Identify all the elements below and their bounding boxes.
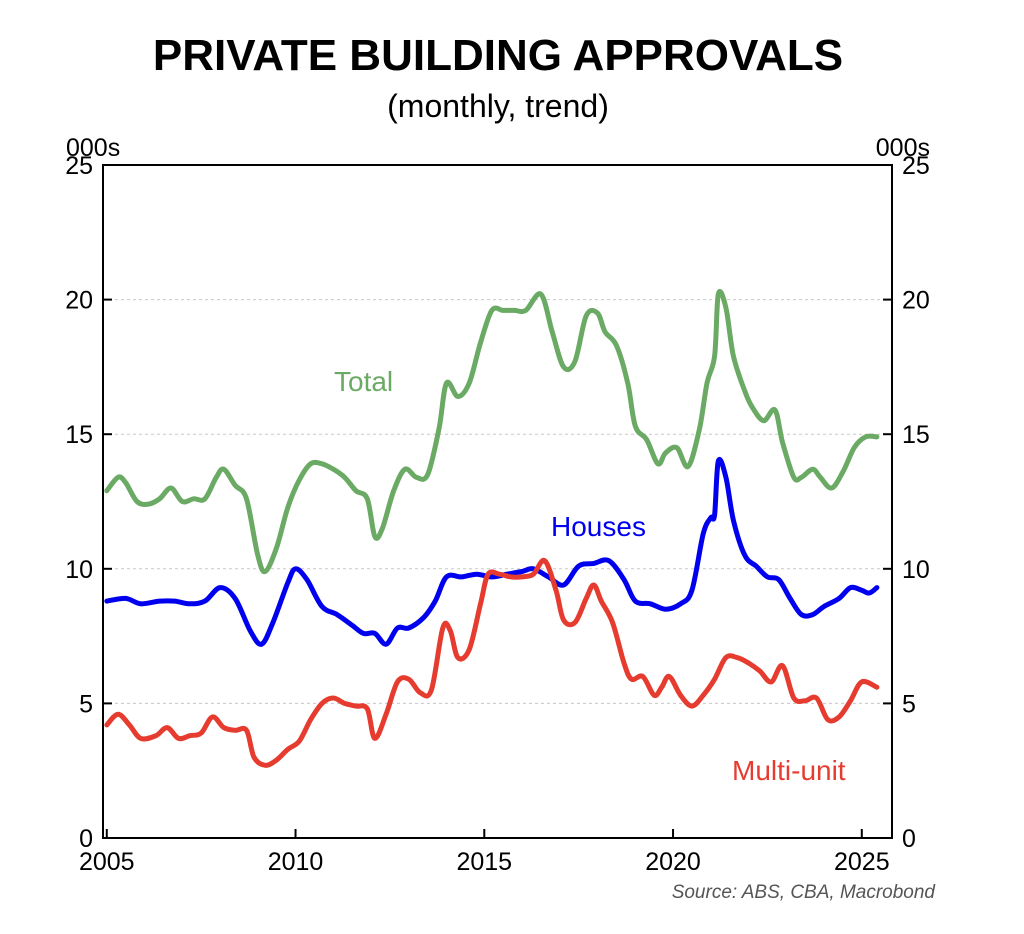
x-tick-label: 2010 (268, 848, 324, 876)
y-tick-label-left: 15 (65, 421, 93, 449)
y-unit-left: 000s (66, 134, 120, 162)
gridlines (103, 299, 892, 704)
y-tick-label-right: 0 (902, 825, 916, 853)
label-multi-unit: Multi-unit (732, 755, 846, 786)
y-tick-label-right: 15 (902, 421, 930, 449)
chart-subtitle: (monthly, trend) (387, 88, 609, 124)
series-line-total (104, 288, 880, 575)
x-tick-label: 2005 (79, 848, 135, 876)
series-lines (104, 288, 880, 768)
label-total: Total (334, 366, 393, 397)
y-tick-label-left: 0 (79, 825, 93, 853)
y-tick-label-left: 5 (79, 690, 93, 718)
y-tick-label-right: 5 (902, 690, 916, 718)
x-tick-label: 2015 (456, 848, 512, 876)
label-houses: Houses (551, 511, 646, 542)
series-line-houses (104, 457, 880, 647)
y-tick-label-left: 10 (65, 556, 93, 584)
y-tick-label-right: 25 (902, 152, 930, 180)
series-line-multi-unit (104, 557, 880, 768)
chart-title: PRIVATE BUILDING APPROVALS (153, 31, 843, 80)
y-tick-label-right: 10 (902, 556, 930, 584)
plot-frame (102, 164, 893, 839)
y-tick-label-left: 20 (65, 287, 93, 315)
y-tick-label-left: 25 (65, 152, 93, 180)
x-tick-label: 2020 (645, 848, 701, 876)
source-note: Source: ABS, CBA, Macrobond (672, 882, 937, 903)
y-unit-right: 000s (876, 134, 930, 162)
x-tick-label: 2025 (834, 848, 890, 876)
y-tick-label-right: 20 (902, 287, 930, 315)
